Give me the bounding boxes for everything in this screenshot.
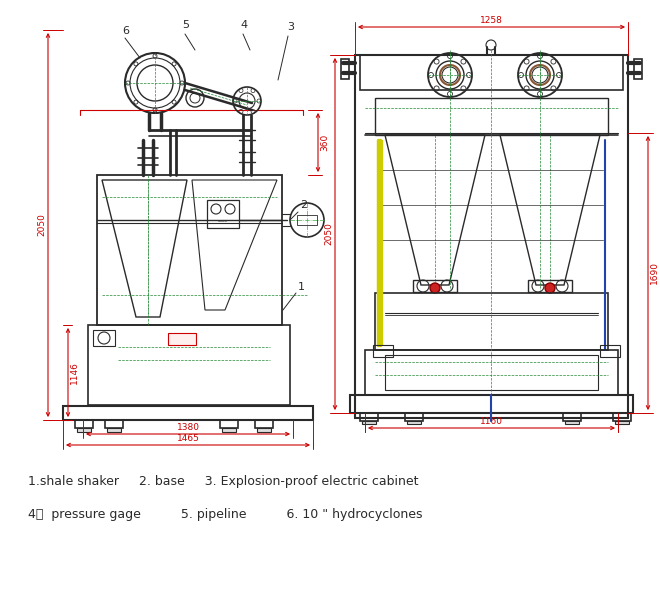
Bar [373, 345, 393, 357]
Bar [341, 59, 349, 79]
Bar [362, 421, 376, 424]
Bar [355, 55, 628, 418]
Bar [360, 55, 623, 90]
Bar [565, 421, 579, 424]
Bar [634, 59, 642, 79]
Bar [405, 413, 423, 421]
Bar [375, 293, 608, 350]
Text: 1380: 1380 [176, 423, 199, 432]
Bar [222, 428, 236, 432]
Bar [255, 420, 273, 428]
Bar [97, 175, 282, 325]
Bar [207, 200, 239, 228]
Text: 4: 4 [240, 20, 247, 30]
Bar [613, 413, 631, 421]
Bar [600, 345, 620, 357]
Text: oooo: oooo [218, 219, 228, 223]
Bar [88, 325, 290, 405]
Bar [615, 421, 629, 424]
Bar [385, 355, 598, 390]
Bar [93, 330, 115, 346]
Bar [365, 350, 618, 395]
Bar [107, 428, 121, 432]
Bar [168, 333, 196, 345]
Bar [413, 280, 457, 292]
Text: 2050: 2050 [324, 222, 333, 246]
Text: 1.shale shaker     2. base     3. Explosion-proof electric cabinet: 1.shale shaker 2. base 3. Explosion-proo… [28, 475, 418, 488]
Bar [63, 406, 313, 420]
Text: 1160: 1160 [480, 417, 503, 426]
Bar [563, 413, 581, 421]
Bar [220, 420, 238, 428]
Text: 2: 2 [300, 200, 307, 210]
Bar [375, 98, 608, 135]
Bar [257, 428, 271, 432]
Bar [360, 413, 378, 421]
Text: 1465: 1465 [177, 434, 199, 443]
Text: 1258: 1258 [480, 16, 503, 25]
Text: 360: 360 [320, 134, 329, 151]
Text: 1690: 1690 [650, 262, 659, 284]
Bar [350, 395, 633, 413]
Circle shape [545, 283, 555, 293]
Text: 6: 6 [122, 26, 129, 36]
Bar [297, 215, 317, 225]
Bar [77, 428, 91, 432]
Text: 3: 3 [287, 22, 294, 32]
Text: 1: 1 [298, 282, 305, 292]
Bar [528, 280, 572, 292]
Bar [407, 421, 421, 424]
Text: 1146: 1146 [70, 361, 79, 384]
Text: 2050: 2050 [37, 213, 46, 237]
Text: 4，  pressure gage          5. pipeline          6. 10 " hydrocyclones: 4， pressure gage 5. pipeline 6. 10 " hyd… [28, 508, 422, 521]
Circle shape [430, 283, 440, 293]
Bar [105, 420, 123, 428]
Bar [75, 420, 93, 428]
Text: 5: 5 [182, 20, 189, 30]
